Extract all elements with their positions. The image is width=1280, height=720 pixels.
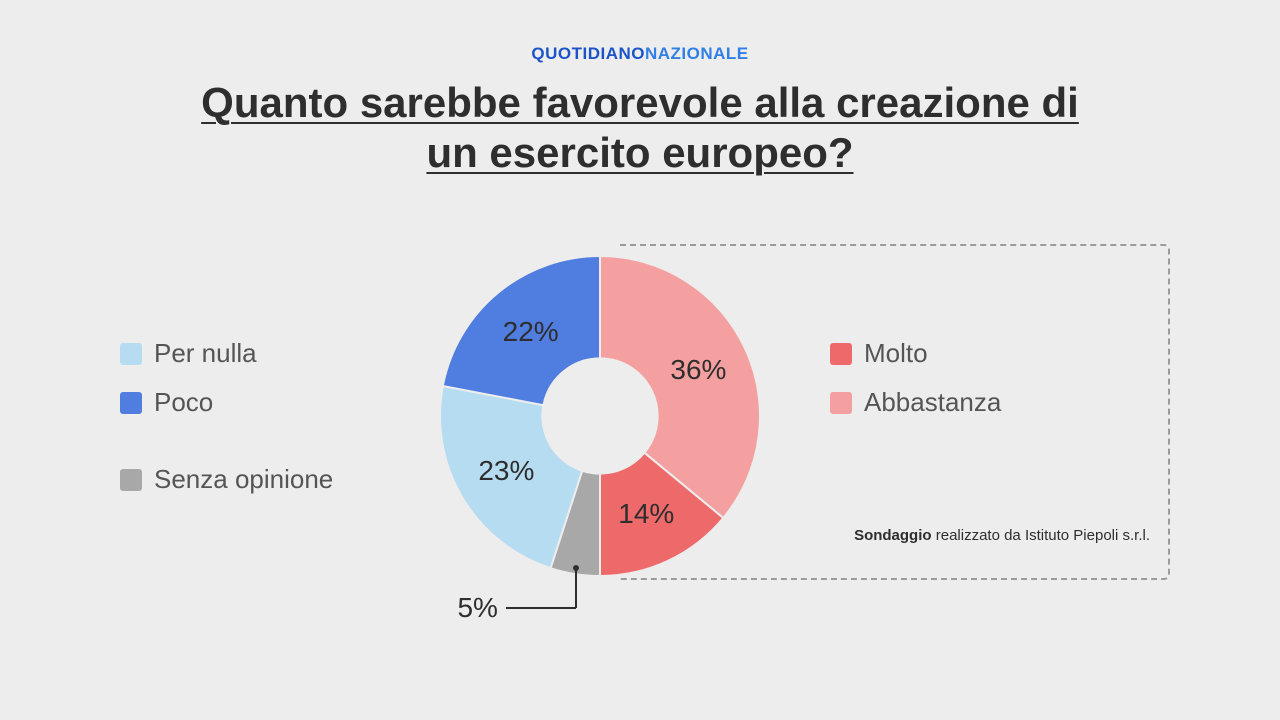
legend-item-senza: Senza opinione bbox=[120, 464, 333, 495]
callout-line-h bbox=[506, 607, 576, 609]
legend-swatch-abbastanza bbox=[830, 392, 852, 414]
chart-area: 36%14%23%22% 5% Per nullaPoco Senza opin… bbox=[0, 220, 1280, 620]
legend-label-poco: Poco bbox=[154, 387, 213, 418]
callout-line-v bbox=[575, 568, 577, 608]
legend-label-senza: Senza opinione bbox=[154, 464, 333, 495]
donut-svg bbox=[440, 256, 760, 576]
legend-label-abbastanza: Abbastanza bbox=[864, 387, 1001, 418]
attribution-strong: Sondaggio bbox=[854, 527, 932, 544]
infographic-canvas: QUOTIDIANONAZIONALE Quanto sarebbe favor… bbox=[0, 0, 1280, 720]
legend-label-molto: Molto bbox=[864, 338, 928, 369]
callout-label: 5% bbox=[457, 592, 497, 624]
legend-swatch-poco bbox=[120, 392, 142, 414]
legend-left: Per nulla Poco Senza opinione bbox=[120, 338, 333, 513]
legend-swatch-senza bbox=[120, 469, 142, 491]
legend-item-poco: Poco bbox=[120, 387, 333, 418]
slice-label-poco: 22% bbox=[503, 316, 559, 348]
legend-swatch-pernulla bbox=[120, 343, 142, 365]
legend-item-pernulla: Per nulla bbox=[120, 338, 333, 369]
attribution: Sondaggio realizzato da Istituto Piepoli… bbox=[854, 527, 1150, 544]
legend-item-molto: Molto bbox=[830, 338, 1001, 369]
legend-swatch-molto bbox=[830, 343, 852, 365]
slice-label-molto: 14% bbox=[618, 498, 674, 530]
brand-part2: NAZIONALE bbox=[645, 44, 749, 63]
legend-right: Molto Abbastanza bbox=[830, 338, 1001, 436]
slice-label-abbastanza: 36% bbox=[670, 354, 726, 386]
donut-chart: 36% 14% 23% 22% bbox=[440, 256, 760, 576]
brand-part1: QUOTIDIANO bbox=[531, 44, 645, 63]
attribution-rest: realizzato da Istituto Piepoli s.r.l. bbox=[932, 527, 1150, 544]
chart-title: Quanto sarebbe favorevole alla creazione… bbox=[190, 78, 1090, 179]
legend-item-abbastanza: Abbastanza bbox=[830, 387, 1001, 418]
legend-label-pernulla: Per nulla bbox=[154, 338, 257, 369]
brand-logo: QUOTIDIANONAZIONALE bbox=[531, 44, 748, 64]
slice-label-pernulla: 23% bbox=[478, 455, 534, 487]
